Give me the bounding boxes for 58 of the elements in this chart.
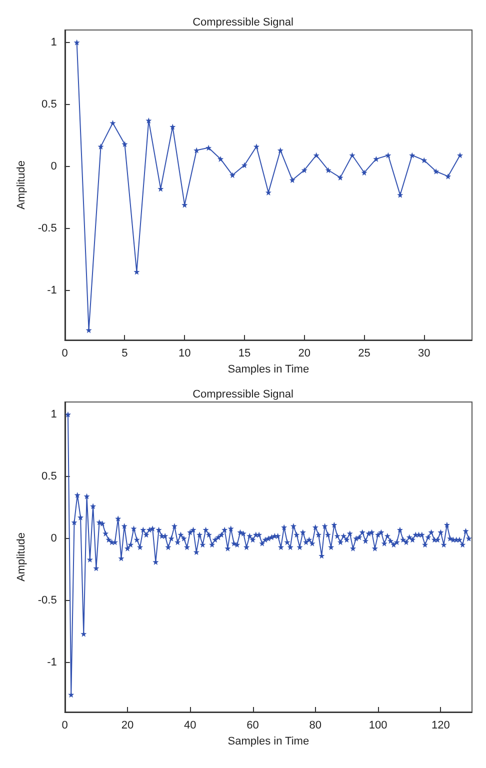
chart-title: Compressible Signal	[192, 388, 294, 400]
x-tick-label: 15	[238, 348, 251, 360]
y-tick-label: 0	[50, 160, 57, 172]
y-tick-label: 1	[50, 408, 57, 420]
point	[206, 144, 212, 151]
point	[241, 162, 248, 168]
x-tick-label: 0	[62, 348, 68, 360]
point	[170, 124, 176, 130]
x-tick-label: 30	[418, 348, 430, 360]
y-axis-title: Amplitude	[16, 160, 28, 210]
point	[98, 144, 104, 150]
y-tick-label: 0	[50, 532, 57, 544]
x-tick-label: 25	[358, 348, 370, 360]
point	[277, 147, 284, 154]
x-tick-label: 20	[121, 720, 134, 732]
x-axis-title: Samples in Time	[228, 363, 310, 376]
x-tick-label: 120	[432, 720, 450, 732]
point	[122, 141, 128, 148]
point	[325, 167, 332, 174]
x-tick-label: 0	[62, 720, 68, 732]
point	[433, 168, 440, 174]
x-axis-title: Samples in Time	[228, 735, 310, 748]
point	[253, 144, 260, 150]
point	[409, 152, 416, 158]
y-axis-title: Amplitude	[16, 532, 28, 582]
x-tick-label: 100	[368, 720, 388, 732]
point	[397, 192, 404, 198]
point	[289, 177, 296, 184]
x-tick-label: 10	[178, 348, 191, 360]
x-tick-label: 60	[246, 720, 259, 732]
point	[230, 172, 236, 178]
x-tick-label: 5	[122, 348, 128, 360]
point	[373, 156, 380, 162]
point	[313, 152, 320, 158]
point	[421, 157, 428, 164]
point	[110, 120, 116, 126]
point	[361, 170, 368, 176]
x-tick-label: 20	[298, 348, 310, 360]
chart-title: Compressible Signal	[192, 16, 294, 28]
x-tick-label: 40	[184, 720, 196, 732]
y-tick-label: -1	[47, 656, 57, 668]
x-tick-label: 80	[309, 720, 322, 732]
y-tick-label: 0.5	[42, 98, 57, 110]
point	[146, 118, 152, 124]
y-tick-label: -1	[47, 284, 57, 296]
y-tick-label: -0.5	[38, 594, 57, 606]
point	[385, 152, 392, 158]
y-tick-label: 1	[50, 36, 57, 48]
point	[457, 152, 464, 158]
point	[349, 152, 356, 158]
point	[265, 189, 272, 196]
point	[218, 156, 224, 162]
y-tick-label: 0.5	[42, 470, 57, 482]
point	[445, 173, 452, 180]
point	[337, 174, 344, 181]
point	[301, 167, 308, 174]
y-tick-label: -0.5	[38, 222, 57, 234]
point	[74, 39, 80, 46]
